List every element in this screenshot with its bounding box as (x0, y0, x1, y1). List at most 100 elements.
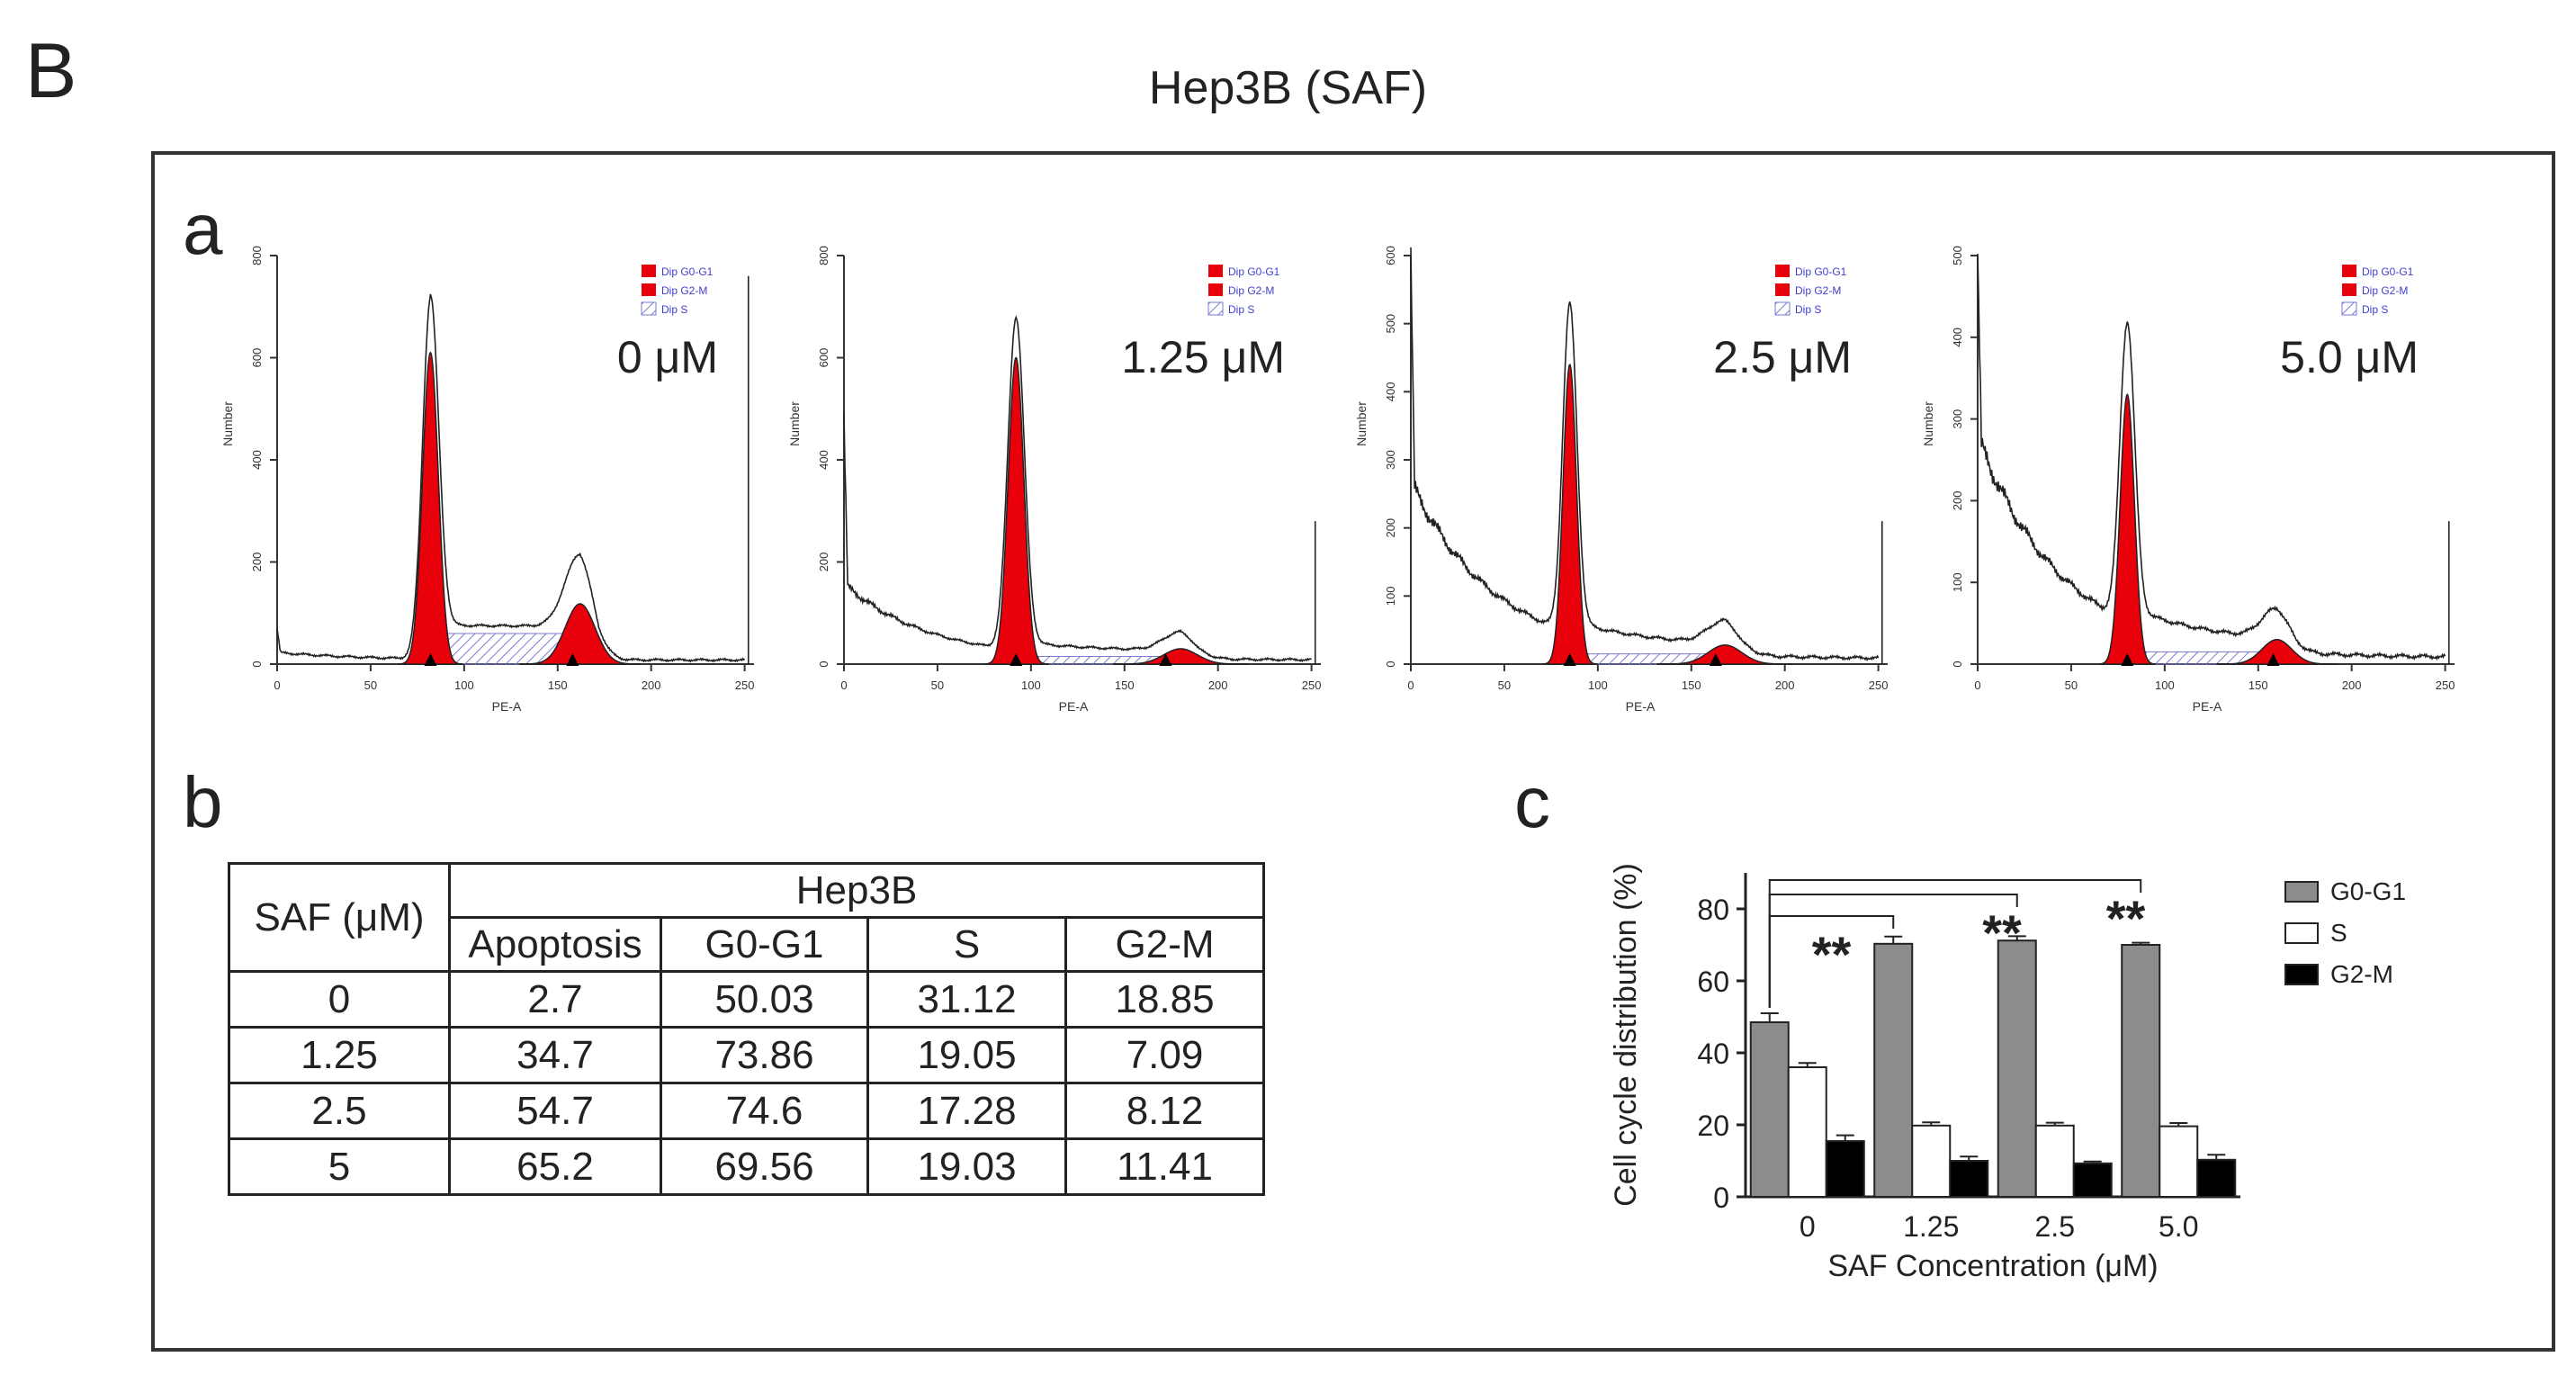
peak-marker-icon (1159, 653, 1172, 666)
table-cell: 31.12 (866, 970, 1067, 1029)
x-tick-label: 200 (1775, 679, 1795, 692)
g0g1-peak (2097, 393, 2157, 665)
legend-swatch (642, 265, 656, 277)
x-axis-label: PE-A (492, 699, 522, 714)
peak-marker-icon (1010, 653, 1023, 666)
bar-s (2159, 1125, 2199, 1199)
table-cell: 74.6 (660, 1082, 869, 1140)
legend-label: Dip S (1795, 303, 1821, 316)
peak-marker-icon (1563, 653, 1576, 666)
y-tick-label: 400 (1384, 382, 1397, 401)
legend-swatch (1774, 301, 1791, 316)
x-axis-label: PE-A (1059, 699, 1089, 714)
x-tick-label: 250 (1302, 679, 1322, 692)
y-tick-label: 500 (1951, 246, 1964, 265)
table-col-header: S (866, 916, 1067, 973)
y-axis-label: Number (787, 401, 802, 446)
legend-label: G0-G1 (2330, 877, 2406, 905)
x-tick-label: 150 (2248, 679, 2268, 692)
legend-label: Dip G0-G1 (2362, 265, 2414, 278)
table-cell: 54.7 (448, 1082, 662, 1140)
legend-label: Dip G0-G1 (1228, 265, 1280, 278)
y-tick-label: 600 (817, 348, 830, 368)
cell-cycle-bar-chart: 0 20 40 60 80 Cell cycle distribution (%) SAF … (1609, 837, 2510, 1300)
table-cell: 18.85 (1064, 970, 1266, 1029)
x-tick-label: 50 (2065, 679, 2078, 692)
legend-label: Dip S (2362, 303, 2388, 316)
g0g1-peak (398, 351, 464, 665)
table-cell: 69.56 (660, 1137, 869, 1196)
x-tick-label: 150 (1115, 679, 1135, 692)
g2m-peak (2216, 639, 2338, 665)
x-tick-label: 100 (1021, 679, 1041, 692)
table-cell: 73.86 (660, 1026, 869, 1084)
legend-swatch (1775, 283, 1790, 296)
table-group-header: Hep3B (447, 862, 1266, 919)
legend-label: Dip G2-M (1228, 284, 1274, 297)
panel-label-c: c (1514, 762, 1550, 842)
bar-g0-g1 (1749, 1021, 1790, 1198)
table-cell: 19.03 (866, 1137, 1067, 1196)
legend-swatch (1775, 265, 1790, 277)
y-tick-label: 400 (817, 450, 830, 470)
y-tick-label: 200 (250, 553, 264, 572)
significance-bracket (1768, 879, 2142, 1008)
y-tick-label: 400 (1951, 328, 1964, 347)
legend-label: Dip G2-M (1795, 284, 1841, 297)
concentration-label: 2.5 μM (1713, 332, 1852, 382)
bar-s (1911, 1124, 1952, 1198)
x-tick-label: 150 (548, 679, 568, 692)
legend-swatch (2342, 265, 2356, 277)
legend-swatch (2284, 881, 2319, 903)
bar-g2-m (1949, 1160, 1989, 1198)
table-row-header: SAF (μM) (228, 862, 451, 973)
x-tick-label: 50 (1498, 679, 1511, 692)
y-tick-label: 0 (817, 661, 830, 667)
x-tick-label: 250 (2436, 679, 2455, 692)
x-axis-label: PE-A (1626, 699, 1656, 714)
y-tick-label: 0 (1951, 661, 1964, 667)
x-tick-label: 2.5 (2035, 1210, 2075, 1243)
y-tick-label: 600 (1384, 246, 1397, 265)
x-tick-label: 150 (1682, 679, 1701, 692)
table-cell: 17.28 (866, 1082, 1067, 1140)
x-tick-label: 0 (840, 679, 847, 692)
cell-cycle-table: SAF (μM) Hep3B Apoptosis G0-G1 S G2-M 0 … (228, 862, 1266, 1196)
bar-g0-g1 (1873, 942, 1914, 1199)
y-tick-label: 0 (1384, 661, 1397, 667)
table-col-header: G2-M (1064, 916, 1266, 973)
legend-label: Dip G2-M (661, 284, 707, 297)
legend-swatch (1208, 265, 1223, 277)
concentration-label: 5.0 μM (2280, 332, 2419, 382)
table-cell: 5 (228, 1137, 451, 1196)
histogram-trace (1410, 247, 1880, 662)
y-axis-label: Number (1921, 401, 1935, 446)
legend-swatch (2342, 283, 2356, 296)
y-tick-label: 200 (1951, 491, 1964, 511)
x-tick-label: 5.0 (2159, 1210, 2198, 1243)
g2m-peak (519, 603, 641, 665)
y-tick-label: 200 (817, 553, 830, 572)
y-tick-label: 40 (1697, 1038, 1729, 1070)
x-axis-label: PE-A (2193, 699, 2222, 714)
histogram-trace (276, 293, 746, 663)
x-tick-label: 250 (1869, 679, 1889, 692)
y-tick-label: 300 (1384, 450, 1397, 470)
y-tick-label: 60 (1697, 966, 1729, 998)
x-tick-label: 50 (364, 679, 377, 692)
table-row: 5 65.2 69.56 19.03 11.41 (228, 1137, 1266, 1196)
table-cell: 65.2 (448, 1137, 662, 1196)
bar-g2-m (1825, 1140, 1865, 1198)
x-tick-label: 50 (931, 679, 944, 692)
y-axis-label: Cell cycle distribution (%) (1611, 863, 1643, 1207)
x-tick-label: 100 (1588, 679, 1608, 692)
x-tick-label: 0 (1407, 679, 1414, 692)
legend-label: Dip S (1228, 303, 1254, 316)
legend-label: S (2330, 919, 2347, 947)
x-tick-label: 0 (1974, 679, 1980, 692)
table-cell: 2.7 (448, 970, 662, 1029)
table-cell: 7.09 (1064, 1026, 1266, 1084)
y-tick-label: 300 (1951, 409, 1964, 429)
x-tick-label: 250 (735, 679, 755, 692)
y-axis-label: Number (220, 401, 235, 446)
